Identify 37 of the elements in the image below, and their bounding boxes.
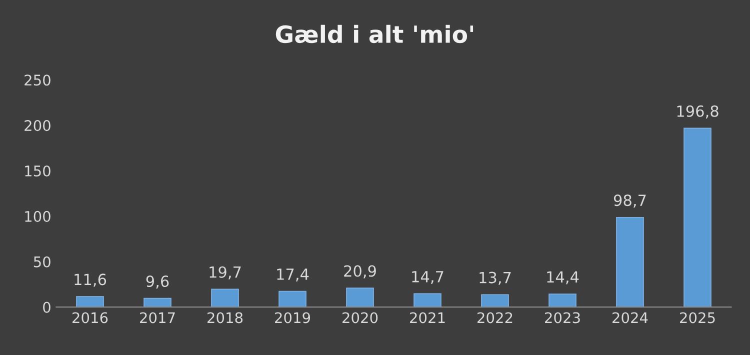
y-tick-label: 100 — [25, 210, 50, 222]
data-label: 20,9 — [344, 265, 376, 278]
x-tick-label: 2021 — [410, 312, 445, 324]
data-label: 14,4 — [547, 271, 579, 284]
data-label: 17,4 — [277, 268, 309, 282]
bar — [144, 298, 172, 308]
data-label: 19,7 — [210, 266, 241, 280]
bar — [414, 293, 442, 308]
y-tick-label: 0 — [43, 302, 50, 313]
x-tick-label: 2024 — [612, 312, 648, 324]
data-label: 98,7 — [614, 194, 646, 208]
bar — [684, 128, 712, 308]
y-tick-label: 50 — [34, 256, 50, 268]
y-tick-label: 250 — [24, 74, 50, 86]
x-tick-label: 2018 — [208, 312, 243, 324]
data-label: 14,7 — [412, 271, 444, 284]
y-tick-label: 200 — [24, 120, 50, 132]
bar — [346, 288, 374, 308]
data-label: 9,6 — [146, 276, 169, 289]
bar — [548, 294, 576, 308]
x-tick-label: 2017 — [140, 312, 175, 324]
x-tick-label: 2023 — [545, 312, 580, 324]
chart-title: Gæld i alt 'mio' — [276, 24, 474, 44]
bar — [211, 288, 239, 308]
data-label: 13,7 — [480, 272, 511, 285]
bar — [278, 290, 306, 308]
x-tick-label: 2016 — [72, 312, 108, 324]
bar — [481, 294, 509, 308]
y-tick-label: 150 — [25, 165, 50, 177]
x-tick-label: 2019 — [275, 312, 310, 324]
x-tick-label: 2025 — [680, 312, 715, 324]
data-label: 11,6 — [74, 274, 106, 287]
bar — [616, 216, 644, 308]
x-tick-label: 2022 — [478, 312, 512, 324]
x-tick-label: 2020 — [342, 312, 378, 324]
bar — [76, 296, 104, 308]
data-label: 196,8 — [677, 105, 718, 118]
